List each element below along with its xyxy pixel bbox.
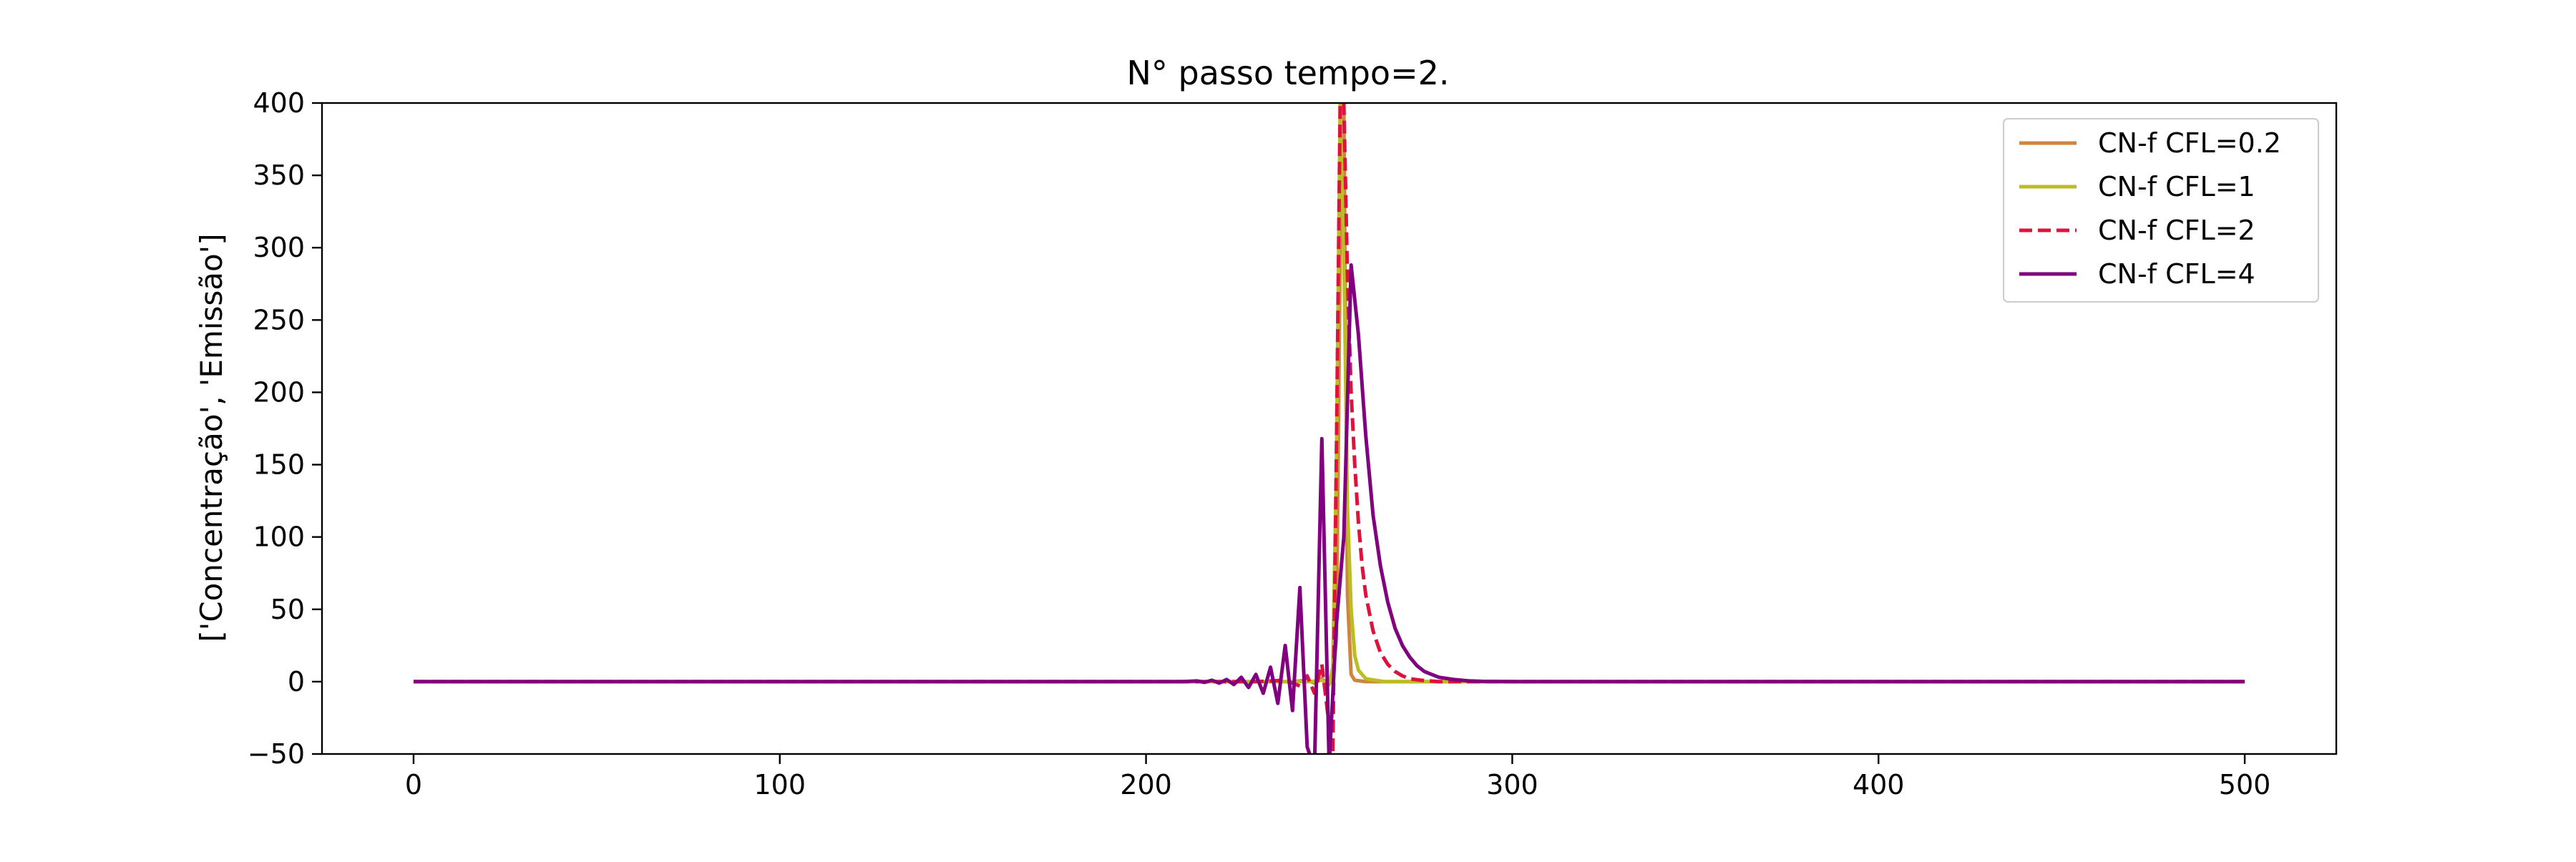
y-tick-label: 200 (253, 376, 305, 408)
y-tick-label: 350 (253, 160, 305, 191)
plot-frame (321, 102, 2338, 755)
legend-items: CN-f CFL=0.2 CN-f CFL=1 CN-f CFL=2 CN-f CFL… (2019, 127, 2281, 290)
series-layer (414, 103, 2245, 754)
y-tick-label: 50 (270, 594, 305, 625)
series-line-4 (414, 263, 2245, 754)
legend-label-4: CN-f CFL=4 (2098, 258, 2255, 290)
legend: CN-f CFL=0.2 CN-f CFL=1 CN-f CFL=2 CN-f CFL… (2003, 118, 2319, 303)
x-tick-label: 0 (405, 769, 422, 800)
chart-title: N° passo tempo=2. (1126, 54, 1449, 92)
axis-ticks: 0 100 200 300 400 500 −50 0 50 100 150 200 250 300 350… (248, 87, 2271, 800)
legend-box (2003, 118, 2319, 303)
y-tick-label: 400 (253, 87, 305, 119)
y-tick-label: 300 (253, 232, 305, 263)
x-tick-label: 400 (1853, 769, 1905, 800)
x-tick-label: 100 (754, 769, 806, 800)
legend-label-3: CN-f CFL=2 (2098, 215, 2255, 246)
x-tick-label: 300 (1486, 769, 1538, 800)
y-tick-label: 150 (253, 449, 305, 481)
x-tick-label: 500 (2219, 769, 2271, 800)
y-axis-label: ['Concentração', 'Emissão'] (194, 233, 229, 642)
x-tick-label: 200 (1120, 769, 1172, 800)
legend-label-2: CN-f CFL=1 (2098, 171, 2255, 202)
legend-label-1: CN-f CFL=0.2 (2098, 127, 2281, 159)
y-tick-label: 250 (253, 304, 305, 336)
y-tick-label: 0 (288, 666, 305, 697)
y-tick-label: 100 (253, 521, 305, 553)
y-tick-label: −50 (248, 738, 305, 770)
